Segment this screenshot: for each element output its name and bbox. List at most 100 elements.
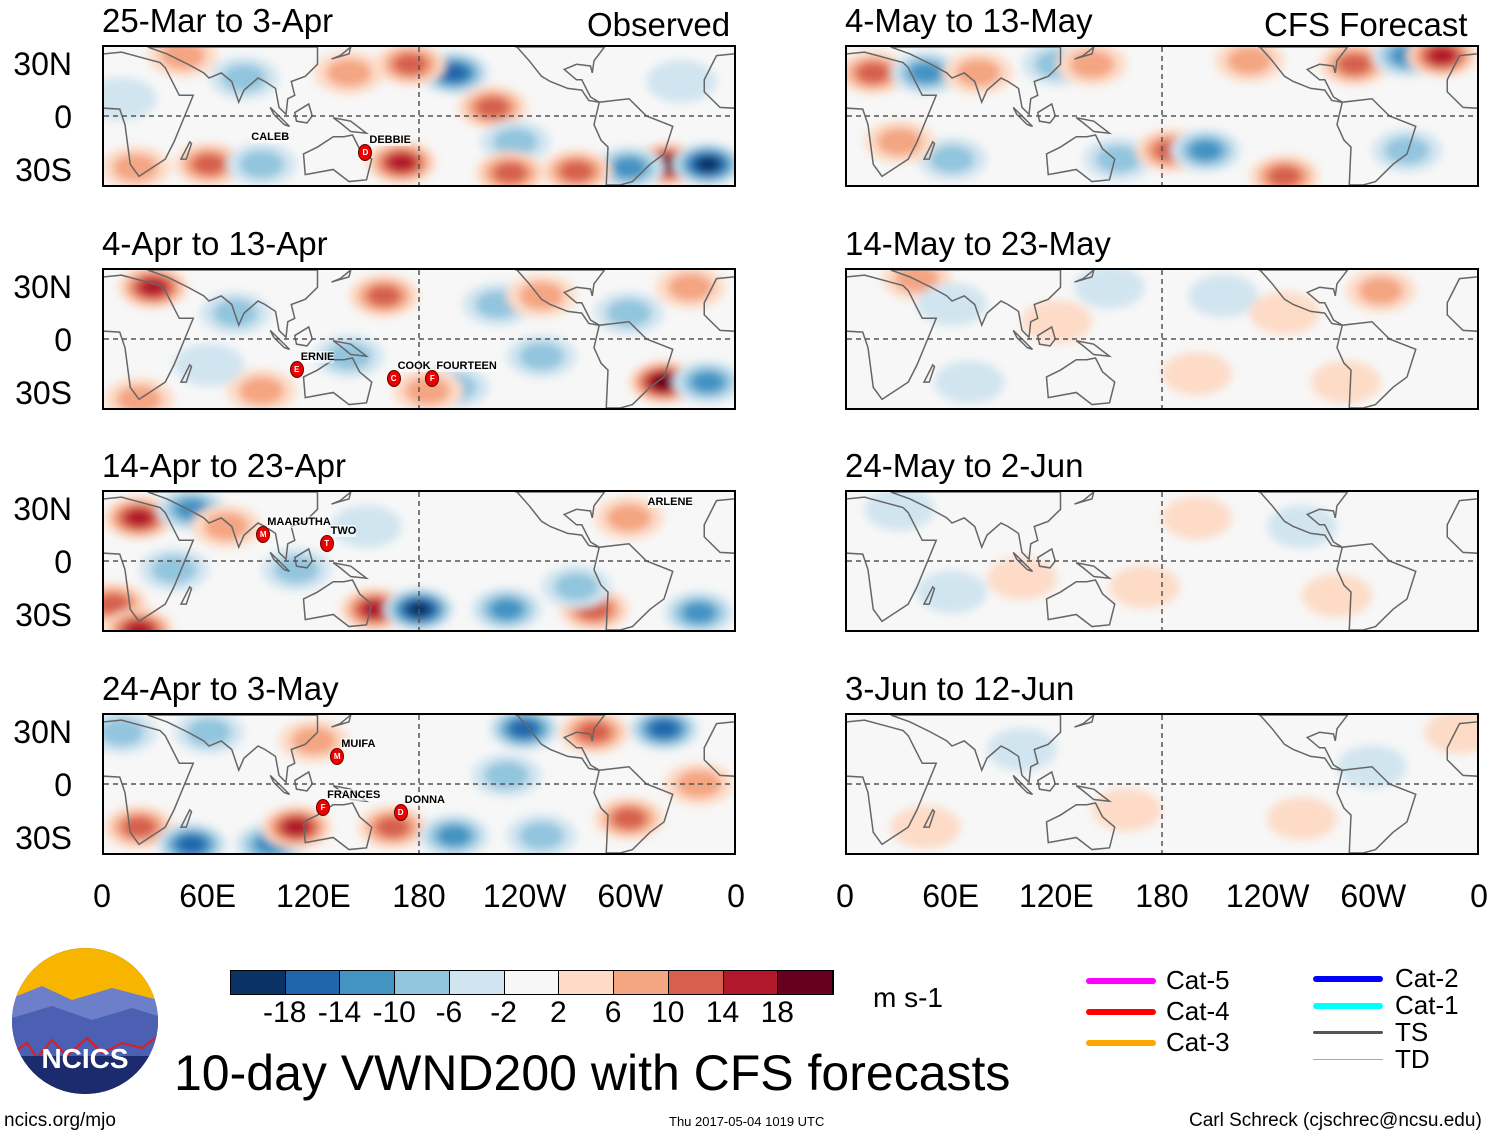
legend-item: Cat-4 <box>1086 996 1230 1027</box>
map-panel <box>102 713 736 855</box>
anomaly-contour <box>139 278 167 297</box>
anomaly-contour <box>492 127 538 156</box>
map-panel <box>845 490 1479 632</box>
coastline <box>1076 786 1109 802</box>
footer-author: Carl Schreck (cjschrec@ncsu.edu) <box>1189 1110 1482 1131</box>
anomaly-contour <box>1109 565 1180 609</box>
coastline <box>270 330 289 349</box>
anomaly-contour <box>1428 47 1456 65</box>
anomaly-contour <box>367 285 401 307</box>
anomaly-contour <box>104 593 130 615</box>
coastline <box>181 142 192 159</box>
anomaly-contour <box>612 157 646 179</box>
anomaly-contour <box>1267 165 1302 185</box>
coastline <box>332 47 351 59</box>
coastline <box>1013 107 1032 126</box>
anomaly-contour <box>1162 496 1232 540</box>
anomaly-contour <box>1227 47 1272 75</box>
lat-tick-label: 0 <box>54 322 72 358</box>
coastline <box>295 104 313 123</box>
colorbar-tick-label: -2 <box>490 996 517 1029</box>
lat-tick-label: 30N <box>13 269 72 305</box>
coastline <box>1038 104 1056 123</box>
anomaly-contour <box>125 621 153 630</box>
coastline <box>295 327 313 346</box>
colorbar-swatch <box>778 971 834 994</box>
lat-tick-label: 0 <box>54 544 72 580</box>
anomaly-contour <box>104 77 157 121</box>
lat-tick-label: 30S <box>15 820 72 856</box>
coastline <box>891 715 1061 782</box>
storm-label: CALEB <box>251 131 290 144</box>
storm-label: DEBBIE <box>369 133 411 146</box>
coastline <box>1047 358 1115 405</box>
coastline <box>332 270 351 282</box>
anomaly-contour <box>1074 270 1145 309</box>
cyclone-icon: M <box>330 747 345 765</box>
anomaly-contour <box>274 555 319 584</box>
colorbar-tick-label: 14 <box>705 996 740 1029</box>
coastline <box>891 47 1061 114</box>
storm-label: MAARUTHA <box>267 516 331 529</box>
coastline <box>333 341 366 357</box>
anomaly-contour <box>519 821 564 850</box>
anomaly-contour <box>475 96 510 119</box>
coastline <box>847 52 936 176</box>
coastline <box>1075 270 1094 282</box>
anomaly-contour <box>1162 351 1232 396</box>
coastline <box>1258 715 1347 770</box>
lon-tick-label: 120W <box>1225 878 1310 914</box>
coastline <box>924 142 935 159</box>
anomaly-contour <box>440 63 468 82</box>
coastline <box>332 715 351 727</box>
coastline <box>594 767 673 853</box>
lat-tick-label: 30N <box>13 714 72 750</box>
cyclone-icon: D <box>393 804 408 822</box>
colorbar-tick-label: -10 <box>372 996 416 1029</box>
coastline <box>1447 275 1477 399</box>
anomaly-contour <box>612 807 646 830</box>
coastline <box>924 587 935 604</box>
legend-line-icon <box>1313 1058 1383 1061</box>
lon-tick-label: 180 <box>392 878 446 914</box>
cyclone-icon: T <box>319 535 334 553</box>
cyclone-icon: F <box>425 370 440 388</box>
legend-label: Cat-3 <box>1166 1027 1230 1057</box>
anomaly-contour <box>1384 136 1430 165</box>
coastline <box>1258 270 1347 325</box>
colorbar-tick-label: -14 <box>317 996 362 1029</box>
anomaly-contour <box>510 719 538 738</box>
colorbar-swatch <box>395 971 450 994</box>
lon-tick-label: 180 <box>1135 878 1189 914</box>
anomaly-contour <box>326 58 372 87</box>
anomaly-contour <box>204 512 249 541</box>
coastline <box>104 497 193 621</box>
coastline <box>148 47 318 114</box>
coastline <box>104 275 193 399</box>
anomaly-contour <box>934 360 1005 404</box>
storm-label: COOK <box>397 360 431 373</box>
coastline <box>1258 492 1347 547</box>
anomaly-contour <box>917 282 987 327</box>
coastline <box>594 544 673 630</box>
map-panel <box>845 268 1479 410</box>
footer-link[interactable]: ncics.org/mjo <box>4 1110 116 1131</box>
anomaly-contour <box>908 62 943 84</box>
lat-tick-label: 0 <box>54 767 72 803</box>
coastline <box>1076 563 1109 579</box>
anomaly-contour <box>192 153 226 176</box>
colorbar-tick-label: 18 <box>760 996 794 1029</box>
cyclone-icon: M <box>256 526 271 544</box>
panel-title: 14-May to 23-May <box>845 225 1111 262</box>
legend-label: Cat-1 <box>1395 990 1459 1020</box>
coastline <box>181 365 192 382</box>
anomaly-contour <box>1188 139 1223 162</box>
anomaly-contour <box>1424 715 1477 754</box>
colorbar-swatch <box>285 971 341 994</box>
coastline <box>515 492 604 547</box>
coastline <box>1013 552 1032 571</box>
lon-tick-label: 60E <box>179 878 237 914</box>
legend-line-icon <box>1313 975 1383 982</box>
legend-item: TD <box>1313 1044 1430 1075</box>
panel-title: 4-May to 13-May <box>845 2 1093 39</box>
